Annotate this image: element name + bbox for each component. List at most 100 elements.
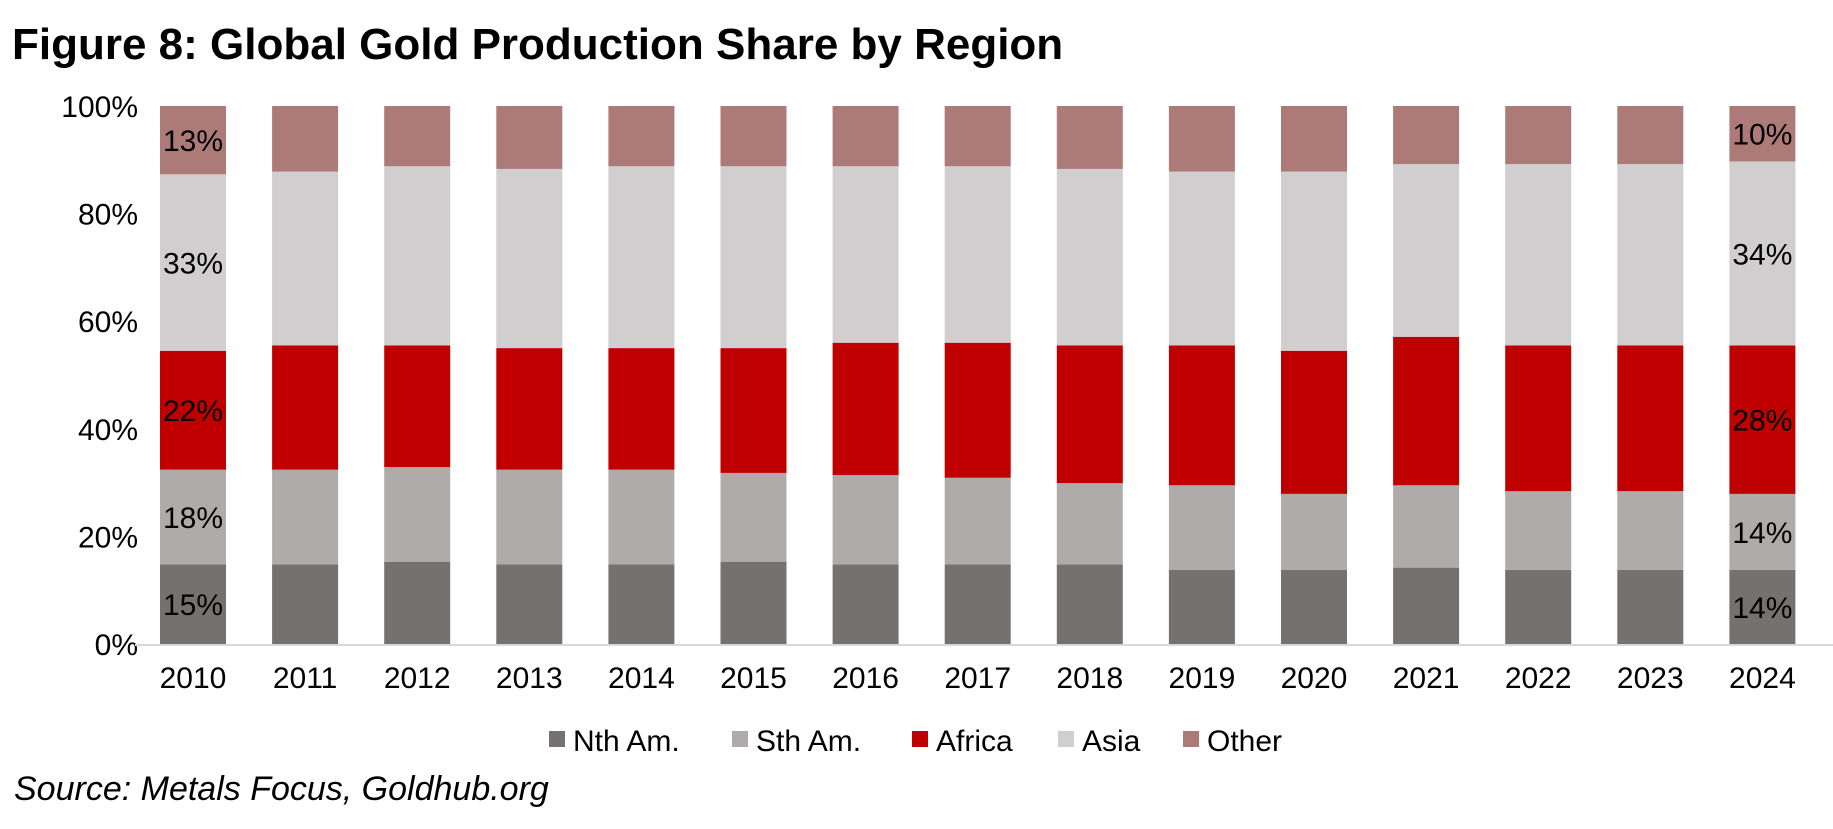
- bar-segment-nth-am: [1281, 569, 1347, 644]
- bar-segment-nth-am: [1505, 569, 1572, 644]
- x-tick-label: 2011: [273, 662, 338, 695]
- bar-segment-other: [1617, 106, 1684, 165]
- y-tick-label: 40%: [78, 414, 138, 447]
- y-tick-label: 80%: [78, 199, 138, 232]
- x-tick-label: 2022: [1505, 662, 1572, 695]
- bar-segment-nth-am: [384, 561, 451, 644]
- bar-segment-asia: [832, 166, 899, 343]
- bar-segment-sth-am: [160, 469, 226, 565]
- x-tick-label: 2020: [1281, 662, 1348, 695]
- bar-segment-nth-am: [720, 561, 787, 644]
- bar-segment-other: [160, 106, 226, 175]
- data-label: 13%: [163, 125, 223, 158]
- x-tick-label: 2023: [1617, 662, 1684, 695]
- bar-segment-asia: [272, 171, 339, 346]
- source-note: Source: Metals Focus, Goldhub.org: [14, 770, 549, 808]
- bar-segment-other: [1056, 106, 1123, 169]
- bar-segment-sth-am: [1393, 485, 1460, 568]
- bar-segment-sth-am: [1056, 483, 1123, 565]
- y-tick-label: 20%: [78, 521, 138, 554]
- bar-segment-africa: [272, 345, 339, 470]
- bar-segment-africa: [1393, 336, 1460, 486]
- chart-title: Figure 8: Global Gold Production Share b…: [12, 20, 1064, 69]
- bar-segment-other: [1168, 106, 1235, 172]
- bar-segment-sth-am: [720, 472, 787, 562]
- bar-segment-sth-am: [1168, 485, 1235, 570]
- bar-segment-sth-am: [384, 466, 451, 562]
- data-label: 14%: [1732, 592, 1792, 625]
- bar-segment-asia: [1505, 164, 1572, 346]
- x-tick-label: 2014: [608, 662, 675, 695]
- bar-segment-nth-am: [608, 564, 675, 644]
- x-tick-label: 2010: [160, 662, 227, 695]
- bar-segment-africa: [1056, 345, 1123, 484]
- bar-segment-asia: [944, 166, 1011, 343]
- bar-segment-other: [944, 106, 1011, 167]
- bar-segment-other: [1393, 106, 1460, 165]
- legend-label: Sth Am.: [756, 725, 861, 758]
- bar-segment-africa: [1505, 345, 1572, 492]
- x-tick-label: 2018: [1056, 662, 1123, 695]
- data-label: 33%: [163, 248, 223, 281]
- bar-segment-other: [496, 106, 563, 169]
- bar-segment-africa: [1617, 345, 1684, 492]
- bar-segment-asia: [384, 166, 451, 346]
- bar-segment-asia: [720, 166, 787, 349]
- bar-segment-other: [384, 106, 451, 167]
- bar-segment-asia: [160, 174, 226, 351]
- data-label: 14%: [1732, 517, 1792, 550]
- bar-segment-africa: [832, 342, 899, 476]
- data-label: 22%: [163, 395, 223, 428]
- bar-segment-asia: [1617, 164, 1684, 346]
- bar-segment-sth-am: [1617, 491, 1684, 570]
- bar-segment-africa: [1729, 345, 1796, 494]
- bar-segment-nth-am: [944, 564, 1011, 644]
- x-tick-label: 2019: [1169, 662, 1236, 695]
- bar-segment-sth-am: [1281, 493, 1347, 570]
- data-label: 28%: [1732, 405, 1792, 438]
- bar-segment-asia: [1729, 161, 1796, 346]
- legend-swatch: [549, 731, 565, 747]
- bar-segment-sth-am: [832, 475, 899, 565]
- bar-segment-sth-am: [1505, 491, 1572, 570]
- legend-swatch: [912, 731, 928, 747]
- bar-segment-nth-am: [1617, 569, 1684, 644]
- legend-label: Other: [1207, 725, 1282, 758]
- x-tick-label: 2013: [496, 662, 563, 695]
- data-label: 15%: [163, 589, 223, 622]
- legend-label: Africa: [936, 725, 1013, 758]
- bar-segment-other: [1281, 106, 1347, 172]
- bar-segment-africa: [160, 350, 226, 470]
- legend-swatch: [1183, 731, 1199, 747]
- y-tick-label: 0%: [95, 629, 138, 662]
- bar-segment-asia: [608, 166, 675, 349]
- bar-segment-other: [272, 106, 339, 172]
- bar-segment-sth-am: [608, 469, 675, 565]
- bar-segment-africa: [608, 348, 675, 470]
- bar-segment-africa: [944, 342, 1011, 478]
- data-label: 34%: [1732, 238, 1792, 271]
- bar-segment-sth-am: [1729, 493, 1796, 570]
- bar-segment-nth-am: [1168, 569, 1235, 644]
- y-tick-label: 60%: [78, 306, 138, 339]
- bar-segment-asia: [496, 168, 563, 349]
- data-label: 10%: [1732, 119, 1792, 152]
- legend-label: Asia: [1082, 725, 1141, 758]
- bar-segment-africa: [720, 348, 787, 473]
- bar-segment-nth-am: [1393, 567, 1460, 644]
- bar-segment-nth-am: [272, 564, 339, 644]
- bar-segment-sth-am: [496, 469, 563, 565]
- bar-segment-asia: [1281, 171, 1347, 351]
- legend-label: Nth Am.: [573, 725, 680, 758]
- legend-swatch: [1058, 731, 1074, 747]
- bar-segment-asia: [1168, 171, 1235, 346]
- bar-segment-asia: [1393, 164, 1460, 337]
- y-tick-label: 100%: [61, 91, 138, 124]
- bar-segment-sth-am: [272, 469, 339, 565]
- bar-segment-nth-am: [1729, 569, 1796, 644]
- bar-segment-other: [1729, 106, 1796, 162]
- bar-segment-nth-am: [496, 564, 563, 644]
- x-tick-label: 2021: [1393, 662, 1460, 695]
- bar-segment-nth-am: [1056, 564, 1123, 644]
